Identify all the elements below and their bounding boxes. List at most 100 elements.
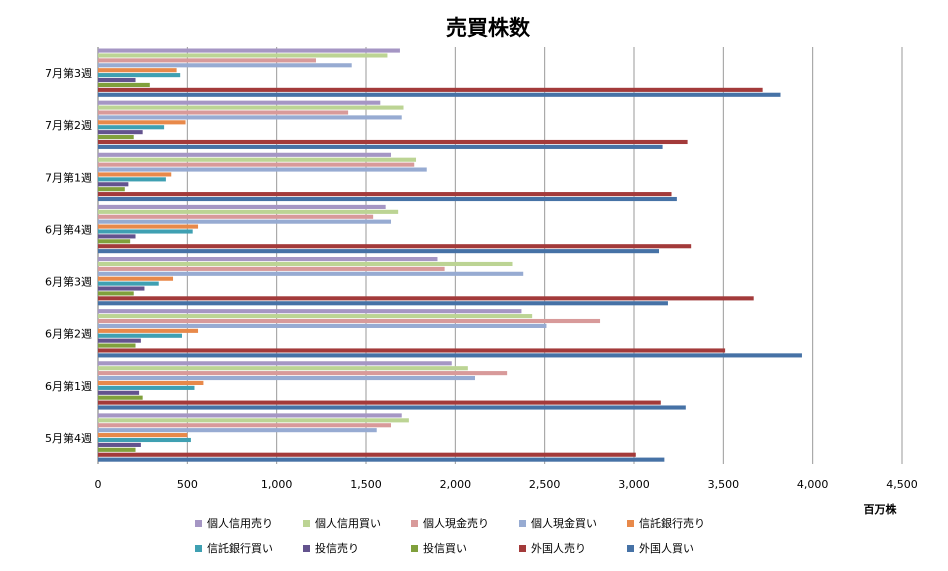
bar xyxy=(98,172,172,177)
bar xyxy=(98,110,349,115)
bar xyxy=(98,437,191,443)
bar xyxy=(98,68,177,73)
bar xyxy=(98,196,677,202)
bar xyxy=(98,249,660,254)
legend-label: 投信売り xyxy=(315,542,359,555)
legend-label: 信託銀行売り xyxy=(639,517,705,530)
legend-item: 外国人買い xyxy=(627,540,735,556)
bar xyxy=(98,261,513,267)
bar xyxy=(98,348,726,353)
legend-swatch xyxy=(303,519,310,527)
category-label: 5月第4週 xyxy=(45,431,92,445)
x-tick-label: 0 xyxy=(95,478,102,491)
bar xyxy=(98,361,452,366)
bar xyxy=(98,318,601,324)
bar xyxy=(98,380,204,386)
bar xyxy=(98,162,415,167)
bar xyxy=(98,296,754,301)
bar xyxy=(98,204,386,209)
bar xyxy=(98,157,417,162)
legend-item: 外国人売り xyxy=(519,540,627,556)
bar xyxy=(98,77,136,83)
legend-swatch xyxy=(195,544,202,552)
legend-item: 個人信用買い xyxy=(303,515,411,531)
x-tick-label: 1,000 xyxy=(261,478,293,491)
bar xyxy=(98,120,186,125)
legend-item: 個人現金売り xyxy=(411,515,519,531)
x-tick-label: 3,500 xyxy=(708,478,740,491)
bar xyxy=(98,224,199,229)
bar xyxy=(98,139,688,145)
bar xyxy=(98,92,781,97)
legend-item: 個人現金買い xyxy=(519,515,627,531)
bar xyxy=(98,167,427,172)
x-tick-label: 500 xyxy=(177,478,198,491)
bar xyxy=(98,309,522,314)
bar xyxy=(98,209,399,214)
bar xyxy=(98,457,665,462)
bar xyxy=(98,371,508,376)
bar xyxy=(98,182,129,187)
bar xyxy=(98,301,668,306)
legend-label: 個人信用買い xyxy=(315,517,381,530)
bar xyxy=(98,187,125,192)
bar xyxy=(98,328,199,333)
bar xyxy=(98,385,195,390)
legend-label: 個人現金買い xyxy=(531,517,597,530)
legend-item: 信託銀行売り xyxy=(627,515,735,531)
bar xyxy=(98,353,802,358)
bar xyxy=(98,395,143,400)
bar xyxy=(98,314,533,319)
legend-item: 投信売り xyxy=(303,540,411,556)
bar xyxy=(98,405,686,410)
bar xyxy=(98,333,182,338)
legend-item: 投信買い xyxy=(411,540,519,556)
bar xyxy=(98,286,145,291)
x-tick-label: 4,000 xyxy=(797,478,829,491)
bar xyxy=(98,338,141,343)
bar xyxy=(98,244,692,249)
bar xyxy=(98,214,374,219)
bar xyxy=(98,257,438,262)
bar xyxy=(98,323,547,328)
category-label: 6月第1週 xyxy=(45,379,92,393)
category-label: 7月第1週 xyxy=(45,170,92,184)
bar xyxy=(98,63,352,68)
bar xyxy=(98,281,159,286)
bar xyxy=(98,234,136,239)
bar xyxy=(98,144,663,149)
bar xyxy=(98,192,672,197)
bar xyxy=(98,239,131,244)
category-labels: 7月第3週 7月第2週 7月第1週 6月第4週 6月第3週 6月第2週 6月第1週 5月第4週 xyxy=(45,66,92,445)
legend-swatch xyxy=(627,544,634,552)
legend-swatch xyxy=(627,519,634,527)
bar xyxy=(98,177,166,182)
x-tick-label: 4,500 xyxy=(886,478,918,491)
category-label: 7月第2週 xyxy=(45,118,92,132)
bar xyxy=(98,271,524,276)
bar xyxy=(98,125,165,130)
bar xyxy=(98,423,392,428)
legend-label: 信託銀行買い xyxy=(207,542,273,555)
bar xyxy=(98,400,661,405)
legend-label: 外国人売り xyxy=(531,542,586,555)
bar xyxy=(98,130,143,135)
bar xyxy=(98,343,136,348)
bar xyxy=(98,105,404,110)
x-axis-tick-labels: 0 500 1,000 1,500 2,000 2,500 3,000 3,500 4,000 4… xyxy=(95,478,918,491)
bar xyxy=(98,418,409,423)
legend-label: 投信買い xyxy=(423,542,467,555)
legend-swatch xyxy=(519,544,526,552)
bar xyxy=(98,48,400,53)
legend-swatch xyxy=(303,544,310,552)
bar xyxy=(98,229,193,234)
bar xyxy=(98,82,150,87)
bar xyxy=(98,276,174,281)
bar xyxy=(98,58,316,63)
category-label: 6月第4週 xyxy=(45,222,92,236)
bar xyxy=(98,73,181,78)
chart-title: 売買株数 xyxy=(446,16,531,40)
bar xyxy=(98,413,402,418)
bar xyxy=(98,390,140,395)
